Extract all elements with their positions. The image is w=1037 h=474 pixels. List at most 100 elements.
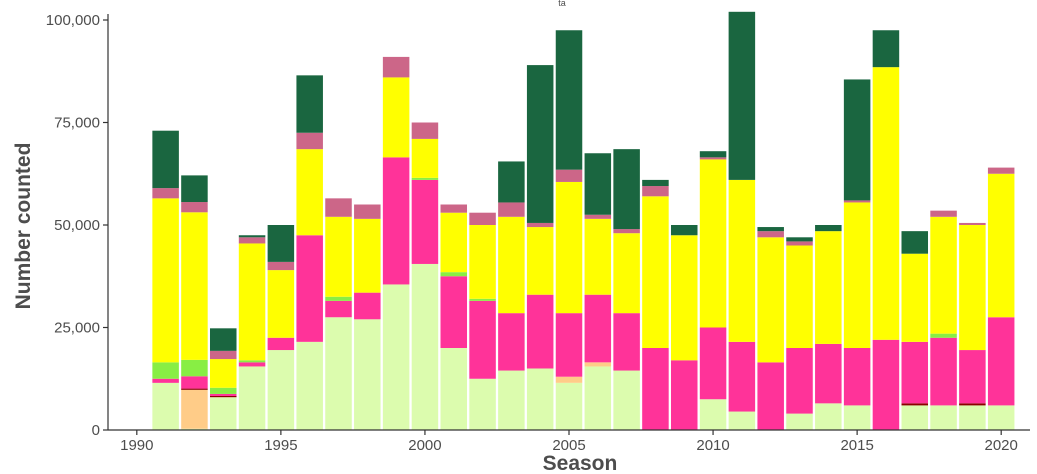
bar-segment-2006-seg_pink — [584, 294, 612, 363]
x-tick-label: 1995 — [264, 437, 297, 454]
bar-segment-2012-seg_dark_green — [757, 227, 784, 232]
bar-segment-2010-seg_light_green — [699, 399, 727, 430]
bar-segment-1993-seg_dark_red — [210, 395, 237, 398]
bar-segment-1994-seg_dark_green — [238, 235, 266, 238]
bar-segment-1994-seg_light_green — [238, 366, 266, 430]
bar-segment-1996-seg_dark_green — [296, 75, 323, 133]
bar-segment-2011-seg_dark_green — [728, 11, 756, 180]
bar-segment-1999-seg_yellow — [382, 77, 410, 158]
bar-segment-2016-seg_dark_green — [872, 30, 900, 68]
bar-segment-2020-seg_mauve — [987, 167, 1015, 174]
bar-segment-1995-seg_yellow — [267, 270, 295, 338]
bar-segment-2011-seg_light_green — [728, 411, 756, 430]
bar-segment-2019-seg_yellow — [959, 225, 986, 351]
bar-segment-2011-seg_yellow — [728, 179, 756, 342]
bar-segment-2000-seg_light_green — [411, 263, 439, 430]
bar-segment-1997-seg_pink — [325, 300, 352, 318]
bar-segment-2016-seg_yellow — [872, 67, 900, 340]
bar-segment-2015-seg_yellow — [843, 202, 871, 348]
bar-segment-1991-seg_bright_green — [152, 362, 179, 379]
bar-segment-2015-seg_dark_green — [843, 79, 871, 201]
bar-segment-2017-seg_dark_red — [901, 403, 929, 406]
bar-segment-2003-seg_pink — [498, 313, 525, 371]
bar-segment-2004-seg_dark_green — [526, 65, 554, 223]
bar-segment-2007-seg_yellow — [613, 233, 640, 314]
bar-segment-1999-seg_pink — [382, 157, 410, 285]
bar-segment-2018-seg_mauve — [930, 210, 957, 217]
x-tick-label: 2015 — [840, 437, 873, 454]
bar-segment-2018-seg_light_green — [930, 405, 957, 430]
x-tick-label: 2020 — [985, 437, 1018, 454]
bar-segment-1993-seg_light_green — [210, 397, 237, 430]
bar-segment-2001-seg_yellow — [440, 212, 468, 273]
bar-segment-2005-seg_light_green — [555, 382, 583, 430]
y-axis-title: Number counted — [12, 143, 35, 310]
bar-segment-2003-seg_dark_green — [498, 161, 525, 203]
bar-segment-2020-seg_yellow — [987, 173, 1015, 318]
bar-segment-2019-seg_mauve — [959, 222, 986, 225]
bar-segment-2018-seg_pink — [930, 337, 957, 406]
bar-segment-1991-seg_pink — [152, 378, 179, 383]
bar-segment-2011-seg_pink — [728, 341, 756, 412]
bar-segment-1996-seg_yellow — [296, 149, 323, 236]
bar-segment-1992-seg_dark_green — [181, 175, 208, 203]
bar-segment-1998-seg_yellow — [354, 218, 381, 293]
bar-segment-1996-seg_light_green — [296, 341, 323, 430]
bar-segment-2000-seg_yellow — [411, 138, 439, 178]
bar-segment-2018-seg_bright_green — [930, 333, 957, 338]
bar-segment-1991-seg_dark_green — [152, 130, 179, 189]
bar-segment-2012-seg_pink — [757, 362, 784, 430]
bar-segment-2015-seg_mauve — [843, 200, 871, 203]
bar-segment-2004-seg_yellow — [526, 227, 554, 295]
bar-segment-2005-seg_yellow — [555, 181, 583, 314]
bar-segment-1997-seg_mauve — [325, 198, 352, 217]
y-tick-label: 75,000 — [54, 115, 100, 132]
bar-segment-1992-seg_bright_green — [181, 359, 208, 377]
bar-segment-2019-seg_light_green — [959, 405, 986, 430]
bar-segment-2004-seg_light_green — [526, 368, 554, 430]
bar-segment-2006-seg_dark_green — [584, 153, 612, 215]
bar-segment-1998-seg_light_green — [354, 319, 381, 430]
bar-segment-2003-seg_light_green — [498, 370, 525, 430]
bar-segment-2012-seg_mauve — [757, 231, 784, 238]
x-axis: 1990 1995 2000 2005 2010 2015 2020 — [108, 429, 1030, 454]
bar-segment-2002-seg_light_green — [469, 378, 496, 430]
bar-segment-2005-seg_dark_green — [555, 30, 583, 170]
bar-segment-1994-seg_bright_green — [238, 360, 266, 363]
x-tick-label: 1990 — [120, 437, 153, 454]
bar-segment-1998-seg_mauve — [354, 204, 381, 219]
x-axis-title: Season — [543, 452, 618, 474]
bar-segment-2000-seg_pink — [411, 179, 439, 264]
bar-segment-1992-seg_light_green — [181, 428, 208, 430]
bar-segment-2019-seg_dark_red — [959, 403, 986, 406]
bar-segment-2001-seg_light_green — [440, 348, 468, 430]
bar-segment-1997-seg_light_green — [325, 317, 352, 430]
bar-segment-2002-seg_mauve — [469, 212, 496, 225]
bar-segment-2001-seg_bright_green — [440, 272, 468, 277]
bar-segment-2014-seg_pink — [815, 343, 842, 404]
bar-segment-2009-seg_yellow — [671, 235, 698, 361]
bar-segment-2017-seg_light_green — [901, 405, 929, 430]
bar-segment-2015-seg_pink — [843, 348, 871, 406]
bar-segment-1991-seg_mauve — [152, 188, 179, 199]
x-tick-label: 2005 — [552, 437, 585, 454]
bar-segment-1995-seg_pink — [267, 337, 295, 351]
bar-segment-1992-seg_mauve — [181, 202, 208, 213]
bar-segment-2003-seg_mauve — [498, 202, 525, 217]
bar-segment-1993-seg_bright_green — [210, 387, 237, 394]
bar-segment-2018-seg_yellow — [930, 216, 957, 334]
bar-segment-2013-seg_pink — [786, 348, 813, 414]
bar-segment-1993-seg_dark_green — [210, 328, 237, 351]
bar-segment-2013-seg_light_green — [786, 413, 813, 430]
bar-segment-1993-seg_pink — [210, 393, 237, 396]
bar-segment-2015-seg_light_green — [843, 405, 871, 430]
bar-segment-1995-seg_light_green — [267, 350, 295, 430]
bar-segment-2008-seg_yellow — [642, 196, 669, 348]
bar-segment-1991-seg_light_green — [152, 382, 179, 430]
bar-segment-2013-seg_mauve — [786, 241, 813, 246]
bar-segment-2004-seg_mauve — [526, 222, 554, 228]
bar-segment-2002-seg_pink — [469, 300, 496, 379]
bar-segment-2010-seg_yellow — [699, 159, 727, 328]
bar-segment-2006-seg_orange — [584, 362, 612, 367]
